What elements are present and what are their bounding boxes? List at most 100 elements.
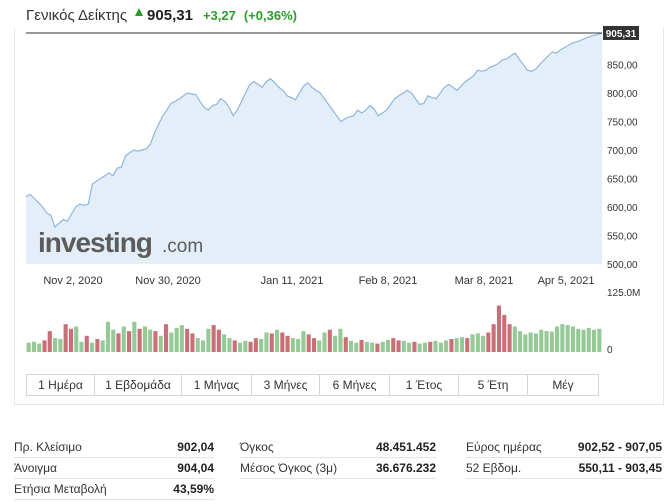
stat-value: 550,11 - 903,45 xyxy=(578,461,662,475)
volume-bar xyxy=(391,338,396,352)
x-tick-label: Apr 5, 2021 xyxy=(538,275,595,287)
volume-bar xyxy=(68,328,73,352)
volume-bar xyxy=(544,331,549,352)
volume-bar xyxy=(343,337,348,352)
volume-bar xyxy=(127,331,132,352)
tab-1-week[interactable]: 1 Εβδομάδα xyxy=(95,375,182,395)
volume-bar xyxy=(412,341,417,352)
x-tick-label: Feb 8, 2021 xyxy=(359,275,418,287)
volume-bar xyxy=(502,314,507,352)
investing-watermark: investing xyxy=(38,227,152,258)
volume-bar xyxy=(100,340,105,352)
index-title: Γενικός Δείκτης xyxy=(26,6,128,24)
volume-bar xyxy=(37,343,42,352)
volume-bar xyxy=(549,331,554,352)
volume-bar xyxy=(275,329,280,352)
y-tick-label: 650,00 xyxy=(607,175,638,186)
volume-bar xyxy=(195,338,200,352)
volume-bar xyxy=(259,339,264,352)
volume-bar xyxy=(248,341,253,352)
stat-value: 43,59% xyxy=(173,482,214,496)
volume-bar xyxy=(354,342,359,352)
volume-bar xyxy=(53,338,58,352)
volume-bar xyxy=(380,341,385,352)
volume-bar xyxy=(222,334,227,352)
volume-bar xyxy=(512,326,517,352)
volume-bar xyxy=(158,335,163,352)
price-change: +3,27 xyxy=(202,7,236,23)
stat-value: 36.676.232 xyxy=(375,461,436,475)
volume-bar xyxy=(422,342,427,352)
volume-bar xyxy=(206,328,211,352)
volume-bar xyxy=(31,341,36,352)
tab-1-year[interactable]: 1 Έτος xyxy=(390,375,459,395)
volume-bar xyxy=(597,328,602,352)
y-tick-label: 550,00 xyxy=(607,232,638,243)
volume-bar xyxy=(528,332,533,352)
volume-bar xyxy=(47,331,52,352)
stat-label: Εύρος ημέρας xyxy=(466,440,542,454)
volume-bar xyxy=(438,342,443,352)
volume-bar xyxy=(491,324,496,352)
last-price: 905,31 xyxy=(147,6,193,24)
timeframe-tabs: 1 Ημέρα 1 Εβδομάδα 1 Μήνας 3 Μήνες 6 Μήν… xyxy=(26,374,599,396)
y-tick-label: 600,00 xyxy=(607,203,638,214)
stat-value: 902,52 - 907,05 xyxy=(577,440,662,454)
stat-day-range: Εύρος ημέρας 902,52 - 907,05 xyxy=(466,437,662,458)
volume-bar xyxy=(296,339,301,352)
volume-bar xyxy=(148,329,153,352)
stat-prev-close: Πρ. Κλείσιμο 902,04 xyxy=(14,437,214,458)
volume-bar xyxy=(58,339,63,352)
y-tick-label: 850,00 xyxy=(607,61,638,72)
volume-bar xyxy=(132,321,137,352)
volume-bar xyxy=(105,321,110,352)
volume-bar xyxy=(481,335,486,352)
volume-bar xyxy=(565,325,570,352)
volume-bar xyxy=(317,340,322,352)
volume-bar xyxy=(90,342,95,352)
volume-bar xyxy=(111,329,116,352)
stat-value: 902,04 xyxy=(177,440,214,454)
stat-open: Άνοιγμα 904,04 xyxy=(14,458,214,479)
volume-bar xyxy=(486,332,491,352)
volume-bar xyxy=(211,325,216,352)
volume-bar xyxy=(301,331,306,352)
chart-frame xyxy=(14,28,664,405)
volume-bar xyxy=(142,326,147,352)
tab-3-months[interactable]: 3 Μήνες xyxy=(252,375,320,395)
price-line xyxy=(25,32,603,229)
volume-bar xyxy=(333,335,338,352)
volume-bar xyxy=(185,328,190,352)
volume-bar xyxy=(74,326,79,352)
quote-header: Γενικός Δείκτης 905,31 +3,27 (+0,36%) xyxy=(26,4,297,26)
stat-label: Όγκος xyxy=(240,440,274,454)
tab-max[interactable]: Μέγ xyxy=(528,375,598,395)
price-chart[interactable]: 905,31 850,00 800,00 750,00 700,00 650,00 600,… xyxy=(0,0,672,370)
stat-label: Ετήσια Μεταβολή xyxy=(14,482,107,496)
stat-label: Άνοιγμα xyxy=(14,461,57,475)
volume-bar xyxy=(174,327,179,352)
volume-zero-label: 0 xyxy=(607,345,613,356)
volume-bar xyxy=(232,340,237,352)
volume-bar xyxy=(523,334,528,352)
volume-bar xyxy=(95,339,100,352)
volume-bar xyxy=(306,334,311,352)
volume-bar xyxy=(290,338,295,352)
volume-bar xyxy=(496,305,501,352)
tab-5-years[interactable]: 5 Έτη xyxy=(459,375,528,395)
x-tick-label: Nov 30, 2020 xyxy=(135,275,200,287)
volume-bar xyxy=(179,325,184,352)
tab-6-months[interactable]: 6 Μήνες xyxy=(320,375,390,395)
volume-bar xyxy=(570,326,575,352)
tab-1-month[interactable]: 1 Μήνας xyxy=(182,375,252,395)
volume-bar xyxy=(444,340,449,352)
volume-bar xyxy=(539,329,544,352)
volume-bar xyxy=(42,340,47,352)
volume-bar xyxy=(121,326,126,352)
tab-1-day[interactable]: 1 Ημέρα xyxy=(27,375,95,395)
volume-bar xyxy=(364,341,369,352)
volume-bar xyxy=(312,338,317,352)
volume-bar xyxy=(190,333,195,352)
volume-bar xyxy=(116,333,121,352)
volume-bar xyxy=(396,340,401,352)
